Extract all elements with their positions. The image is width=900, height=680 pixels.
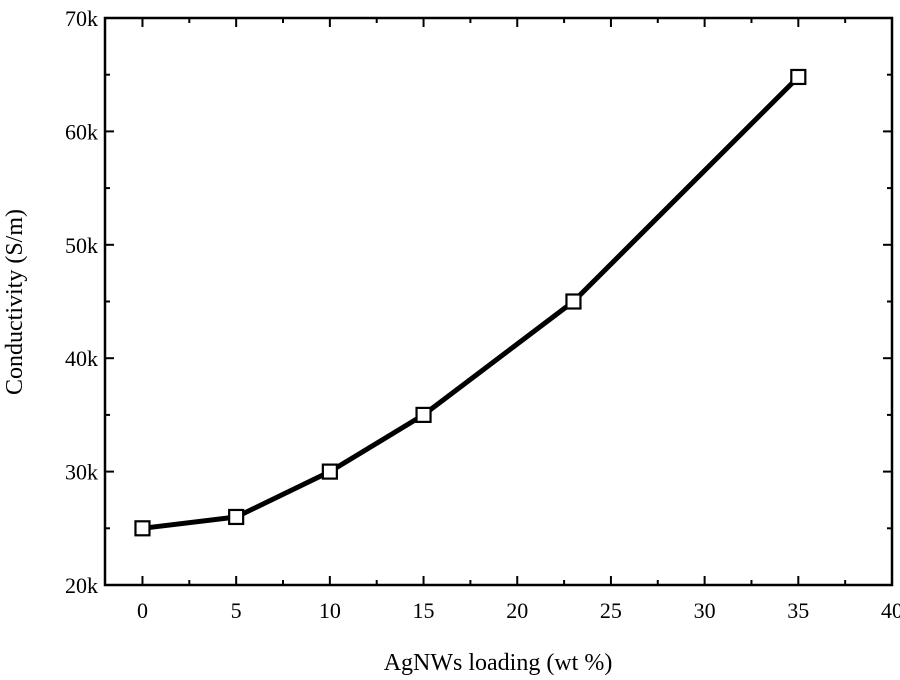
axis-ticks (105, 17, 893, 586)
y-tick-label: 20k (65, 573, 98, 598)
data-point-marker (415, 406, 432, 423)
x-tick-label: 40 (881, 598, 900, 623)
data-point-marker (790, 68, 807, 86)
x-tick-label: 30 (694, 598, 716, 623)
y-tick-label: 60k (65, 119, 98, 144)
data-point-marker (134, 520, 151, 537)
x-tick-label: 10 (319, 598, 341, 623)
data-point-marker (565, 293, 582, 310)
x-axis-title: AgNWs loading (wt %) (384, 650, 613, 676)
x-tick-label: 0 (137, 598, 148, 623)
y-tick-label: 40k (65, 346, 98, 371)
x-tick-label: 5 (231, 598, 242, 623)
x-tick-label: 20 (506, 598, 528, 623)
x-tick-label: 35 (787, 598, 809, 623)
tick-labels: 0 5 10 15 20 25 30 35 40 20k 30k 40k 50k 60k 70k (65, 6, 900, 623)
series-line (140, 74, 801, 531)
series-layer (134, 68, 807, 537)
data-point-marker (228, 508, 245, 526)
data-point-marker (321, 463, 338, 480)
y-tick-label: 50k (65, 233, 98, 258)
y-axis-title: Conductivity (S/m) (2, 209, 28, 395)
x-tick-label: 15 (413, 598, 435, 623)
y-tick-label: 30k (65, 460, 98, 485)
y-tick-label: 70k (65, 6, 98, 31)
x-tick-label: 25 (600, 598, 622, 623)
